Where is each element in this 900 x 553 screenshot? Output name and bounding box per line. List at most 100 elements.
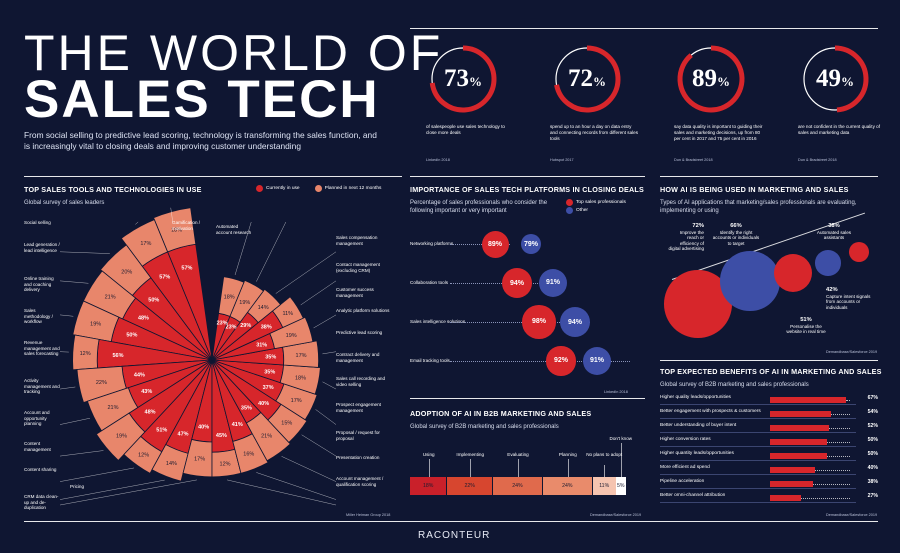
- polar-category-label: Proposal / request for proposal: [336, 430, 380, 441]
- adoption-segment: 24%: [542, 477, 593, 495]
- intro-text: From social selling to predictive lead s…: [24, 130, 377, 151]
- benefits-source: Demandbase/Salesforce 2019: [826, 513, 878, 517]
- ai-use-rule: [660, 176, 878, 177]
- stat-number: 49: [816, 65, 841, 92]
- polar-category-label: Revenue management and sales forecasting: [24, 340, 60, 356]
- polar-planned-value: 19%: [239, 300, 250, 306]
- polar-planned-value: 17%: [296, 353, 307, 359]
- polar-planned-value: 12%: [80, 351, 91, 357]
- adoption-tick: [567, 459, 569, 477]
- legend-top-label: Top sales professionals: [576, 200, 626, 205]
- polar-planned-wedge: [82, 270, 137, 320]
- polar-planned-value: 17%: [291, 398, 302, 404]
- polar-category-label: Sales compensation management: [336, 235, 378, 246]
- adoption-segment-label: Evaluating: [507, 452, 529, 457]
- tools-legend: Currently in use Planned in next 12 mont…: [256, 185, 381, 192]
- stat-ring-arc: [834, 45, 869, 113]
- benefit-leader: [800, 498, 850, 499]
- polar-planned-wedge: [267, 403, 308, 444]
- benefit-leader: [828, 428, 850, 429]
- platform-label: Sales intelligence solutions: [410, 319, 466, 324]
- polar-category-label: Account management / qualification scori…: [336, 476, 384, 487]
- stat-source: Dun & Bradstreet 2018: [798, 158, 837, 162]
- ai-use-bubble: [849, 242, 869, 262]
- polar-leader-line: [315, 409, 337, 425]
- page-title-line1: THE WORLD OF: [24, 25, 444, 81]
- platform-top-bubble: 92%: [546, 346, 576, 376]
- polar-category-label: Sales call recording and video selling: [336, 376, 386, 387]
- polar-planned-value: 17%: [194, 457, 205, 463]
- stat-ring: [554, 45, 621, 113]
- polar-planned-wedge: [218, 276, 245, 317]
- polar-planned-value: 12%: [220, 462, 231, 468]
- polar-planned-wedge: [76, 365, 127, 404]
- platform-other-bubble: 94%: [559, 306, 591, 338]
- stat-description: of salespeople use sales technology to c…: [426, 124, 505, 135]
- polar-planned-wedge: [86, 387, 139, 432]
- stat-number: 72: [568, 65, 593, 92]
- ai-use-heading: HOW AI IS BEING USED IN MARKETING AND SA…: [660, 185, 849, 194]
- stat-ring: [803, 45, 869, 113]
- benefit-divider: [660, 460, 856, 461]
- adoption-heading: ADOPTION OF AI IN B2B MARKETING AND SALE…: [410, 409, 592, 418]
- polar-leader-line: [300, 280, 337, 306]
- benefit-divider: [660, 502, 856, 503]
- platform-dotted-line: [450, 244, 510, 245]
- polar-category-label: Gamification / motivation: [172, 220, 201, 231]
- platform-dotted-line: [450, 361, 630, 362]
- polar-planned-wedge: [72, 334, 100, 371]
- polar-leader-line: [322, 381, 337, 390]
- stat-ring-arc: [429, 45, 497, 113]
- polar-leader-line: [281, 456, 337, 482]
- polar-planned-value: 18%: [171, 227, 182, 233]
- stat-ring: [677, 45, 745, 113]
- polar-planned-value: 11%: [282, 311, 293, 317]
- legend-top-swatch: [566, 199, 573, 206]
- polar-current-value: 45%: [216, 433, 227, 439]
- benefit-value: 27%: [867, 493, 878, 499]
- polar-planned-wedge: [123, 435, 163, 474]
- platform-label: Email tracking tools: [410, 358, 450, 363]
- polar-planned-wedge: [229, 279, 264, 323]
- polar-category-label: Automated account research: [216, 224, 252, 235]
- polar-category-label: Customer success management: [336, 287, 374, 298]
- stat-value: 72%: [552, 64, 622, 97]
- stat-unit: %: [841, 74, 854, 89]
- ai-use-bubble: [720, 251, 780, 311]
- benefit-leader: [813, 484, 850, 485]
- benefit-leader: [815, 470, 850, 471]
- platforms-legend-top: Top sales professionals: [566, 199, 626, 206]
- polar-leader-line: [256, 472, 337, 500]
- adoption-segment-label: No plans to adopt: [586, 452, 623, 457]
- benefit-label: Better omni-channel attribution: [660, 493, 726, 498]
- legend-planned-swatch: [314, 185, 322, 192]
- polar-planned-wedge: [232, 433, 269, 474]
- ai-use-percent: 66%: [730, 223, 742, 229]
- polar-current-value: 44%: [134, 372, 145, 378]
- platform-dotted-line: [450, 283, 550, 284]
- polar-leader-line: [59, 479, 197, 506]
- polar-planned-wedge: [211, 448, 242, 478]
- polar-planned-wedge: [99, 244, 152, 297]
- ai-use-text: Automated sales assistants: [816, 229, 852, 241]
- polar-leader-line: [234, 221, 252, 276]
- polar-category-label: Social selling: [24, 220, 51, 225]
- platforms-subheading: Percentage of sales professionals who co…: [410, 200, 548, 214]
- polar-leader-line: [59, 251, 110, 254]
- stat-ring: [429, 45, 497, 113]
- polar-current-value: 57%: [181, 266, 192, 272]
- platform-label: Networking platforms: [410, 241, 454, 246]
- polar-leader-line: [59, 479, 165, 500]
- stat-source: LinkedIn 2018: [426, 158, 450, 162]
- adoption-segment: 24%: [493, 477, 543, 495]
- ai-use-bubble: [815, 250, 841, 276]
- polar-leader-line: [322, 351, 337, 355]
- polar-planned-wedge: [282, 340, 319, 368]
- ai-use-label: 72% Improve the reach or efficiency of di…: [668, 223, 705, 252]
- polar-current-value: 23%: [217, 321, 228, 327]
- platform-other-bubble: 91%: [582, 346, 612, 376]
- benefit-divider: [660, 488, 856, 489]
- adoption-subheading: Global survey of B2B marketing and sales…: [410, 424, 559, 430]
- stat-description: are not confident in the current quality…: [798, 124, 880, 135]
- polar-current-value: 29%: [240, 323, 251, 329]
